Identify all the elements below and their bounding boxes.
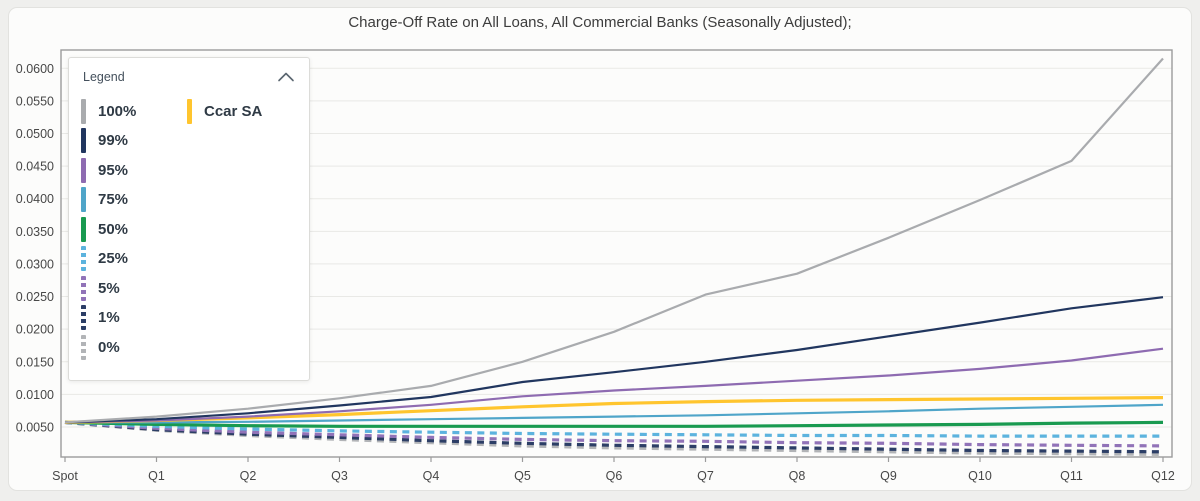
- series-line-ccar-sa: [64, 396, 1164, 424]
- legend-item-p50[interactable]: 50%: [81, 216, 136, 243]
- y-tick-label: 0.0500: [16, 127, 54, 141]
- y-tick-label: 0.0050: [16, 420, 54, 434]
- chart-title: Charge-Off Rate on All Loans, All Commer…: [348, 14, 852, 31]
- legend-swatch-p75: [81, 187, 86, 213]
- series-line-p1: [64, 420, 1164, 454]
- y-tick-label: 0.0350: [16, 225, 54, 239]
- plot-border: [60, 49, 1173, 458]
- legend-swatch-p1: [81, 305, 86, 331]
- x-tick-label: Q11: [1060, 469, 1083, 483]
- x-tick-label: Q3: [331, 469, 348, 483]
- x-tick-label: Q2: [240, 469, 257, 483]
- x-tick-label: Q12: [1151, 469, 1175, 483]
- legend-swatch-ccar-sa: [187, 98, 192, 124]
- x-tick-label: Q9: [880, 469, 897, 483]
- legend-item-p25[interactable]: 25%: [81, 246, 136, 273]
- legend-item-label: 75%: [98, 191, 129, 209]
- y-tick-label: 0.0600: [16, 62, 54, 76]
- x-tick-label: Q10: [968, 469, 992, 483]
- legend-swatch-p99: [81, 128, 86, 154]
- series-line-p50: [64, 420, 1164, 428]
- legend-swatch-p95: [81, 157, 86, 183]
- legend-swatch-p50: [81, 216, 86, 242]
- y-tick-label: 0.0450: [16, 160, 54, 174]
- chevron-up-icon[interactable]: [277, 71, 295, 83]
- legend-swatch-p100: [81, 98, 86, 124]
- series-line-p99: [64, 296, 1164, 424]
- legend-item-label: 25%: [98, 250, 129, 268]
- series-line-p100: [64, 57, 1164, 424]
- legend-item-label: 0%: [98, 338, 120, 356]
- legend-item-p100[interactable]: 100%: [81, 98, 136, 125]
- x-tick-label: Q7: [697, 469, 714, 483]
- legend-item-p5[interactable]: 5%: [81, 275, 136, 302]
- legend-item-label: 1%: [98, 309, 120, 327]
- series-line-p5: [64, 420, 1164, 448]
- y-tick-label: 0.0100: [16, 388, 54, 402]
- legend-title: Legend: [83, 70, 125, 84]
- legend-swatch-p25: [81, 246, 86, 272]
- legend-item-label: 100%: [98, 102, 137, 120]
- y-tick-label: 0.0400: [16, 192, 54, 206]
- y-tick-label: 0.0150: [16, 355, 54, 369]
- legend-column-percentiles: 100% 99% 95% 75% 50% 25% 5% 1% 0%: [81, 98, 136, 364]
- series-line-p25: [64, 420, 1163, 438]
- legend-item-p99[interactable]: 99%: [81, 128, 136, 155]
- y-tick-label: 0.0550: [16, 94, 54, 108]
- legend-panel: Legend 100% 99% 95% 75% 50% 25% 5% 1% 0% Ccar SA: [68, 57, 310, 381]
- x-tick-label: Q6: [606, 469, 623, 483]
- series-line-p95: [64, 347, 1164, 424]
- legend-item-p95[interactable]: 95%: [81, 157, 136, 184]
- legend-item-p75[interactable]: 75%: [81, 187, 136, 214]
- x-tick-label: Spot: [52, 469, 78, 483]
- legend-item-label: Ccar SA: [204, 102, 263, 120]
- legend-item-label: 50%: [98, 220, 129, 238]
- legend-swatch-p0: [81, 334, 86, 360]
- x-tick-label: Q8: [789, 469, 806, 483]
- legend-item-label: 99%: [98, 132, 129, 150]
- x-tick-label: Q1: [148, 469, 165, 483]
- legend-item-ccar-sa[interactable]: Ccar SA: [187, 98, 262, 125]
- legend-item-p1[interactable]: 1%: [81, 305, 136, 332]
- x-tick-label: Q4: [423, 469, 440, 483]
- legend-item-p0[interactable]: 0%: [81, 334, 136, 361]
- series-line-p75: [65, 403, 1164, 424]
- legend-item-label: 5%: [98, 279, 120, 297]
- legend-column-ccar: Ccar SA: [187, 98, 262, 128]
- series-line-p0: [64, 420, 1164, 456]
- y-tick-label: 0.0200: [16, 323, 54, 337]
- y-tick-label: 0.0300: [16, 257, 54, 271]
- legend-item-label: 95%: [98, 161, 129, 179]
- legend-swatch-p5: [81, 275, 86, 301]
- x-tick-label: Q5: [514, 469, 531, 483]
- y-tick-label: 0.0250: [16, 290, 54, 304]
